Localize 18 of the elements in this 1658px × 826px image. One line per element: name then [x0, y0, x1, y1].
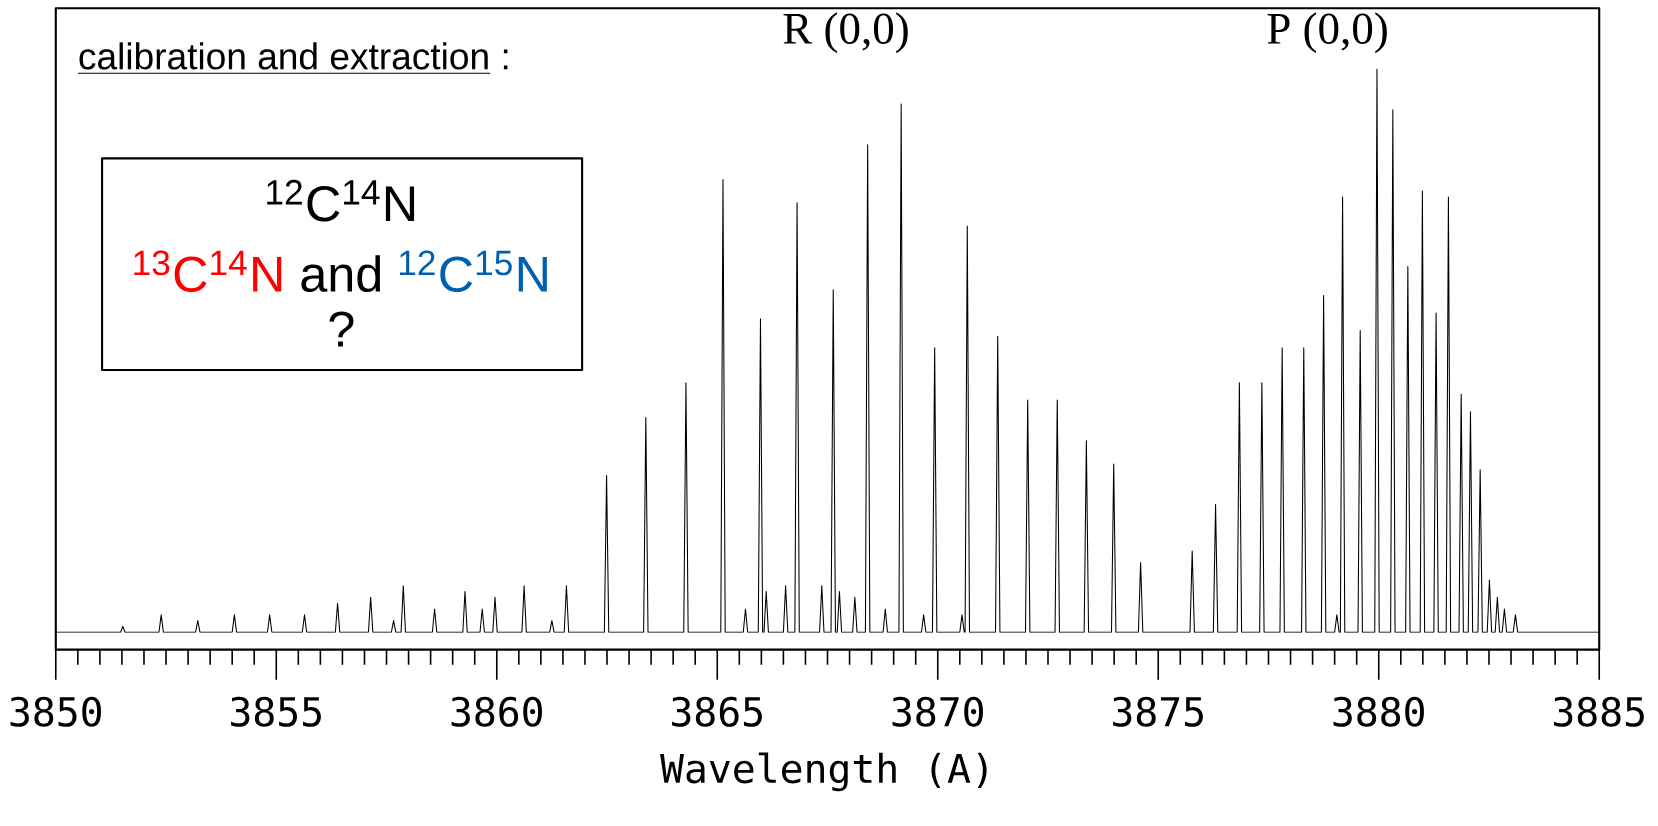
x-tick-label: 3880	[1333, 696, 1424, 727]
annotation: calibration and extraction	[79, 42, 488, 70]
annotation: and	[301, 255, 381, 293]
annotation: $^{13}$C$^{14}$N	[134, 250, 282, 293]
x-tick-label: 3865	[672, 696, 762, 727]
x-tick-label: 3855	[231, 696, 321, 727]
annotation: $^{12}$C$^{15}$N	[399, 250, 547, 293]
text: R (0,0)	[783, 12, 908, 54]
x-tick-label: 3850	[10, 696, 102, 727]
annotation: ?	[329, 311, 354, 347]
x-tick-label: 3870	[892, 696, 983, 727]
x-tick-label: 3860	[451, 696, 542, 727]
text: P (0,0)	[1267, 12, 1387, 54]
x-tick-label: 3885	[1554, 696, 1644, 727]
annotation: :	[503, 49, 508, 70]
annotation: $^{12}$C$^{14}$N	[267, 180, 415, 222]
x-axis-title: Wavelength (A)	[660, 752, 987, 792]
x-tick-label: 3875	[1113, 696, 1203, 727]
